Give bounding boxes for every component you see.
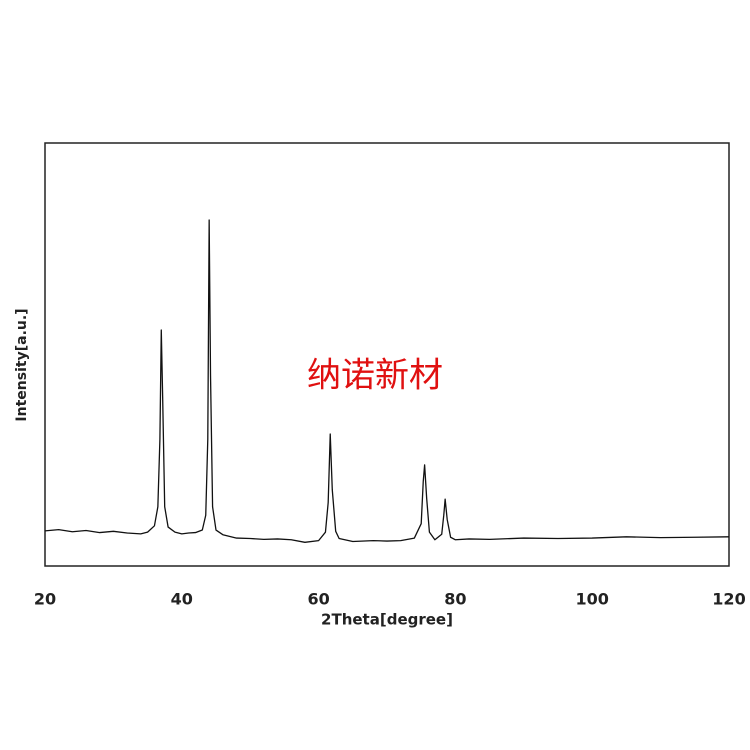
x-tick-label: 120 [712, 590, 745, 609]
y-axis-label: Intensity[a.u.] [14, 308, 30, 421]
x-tick-label: 80 [444, 590, 466, 609]
plot-frame [44, 142, 730, 567]
x-tick-label: 20 [34, 590, 56, 609]
x-axis-label: 2Theta[degree] [321, 611, 453, 629]
xrd-line [44, 219, 730, 543]
x-tick-label: 60 [307, 590, 329, 609]
watermark: 纳诺新材 [307, 356, 443, 396]
x-tick-label: 100 [575, 590, 608, 609]
x-tick-label: 40 [171, 590, 193, 609]
